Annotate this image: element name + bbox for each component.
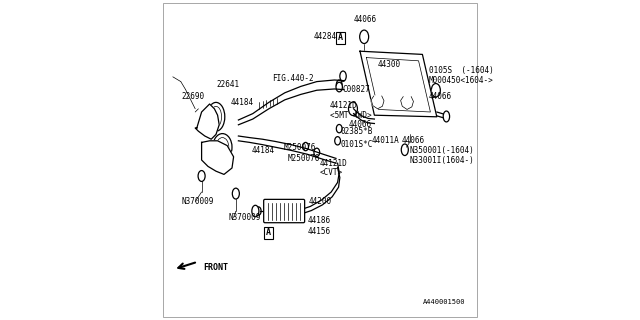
Ellipse shape — [348, 102, 357, 116]
Ellipse shape — [340, 71, 346, 81]
Ellipse shape — [431, 84, 440, 97]
Polygon shape — [360, 51, 437, 117]
Text: 02385*B: 02385*B — [340, 127, 373, 136]
Text: A: A — [339, 33, 343, 42]
Polygon shape — [195, 104, 219, 139]
Text: 44184: 44184 — [251, 146, 275, 155]
FancyBboxPatch shape — [337, 32, 346, 44]
Text: 44066: 44066 — [402, 136, 425, 145]
Text: 44184: 44184 — [230, 98, 253, 107]
Ellipse shape — [198, 171, 205, 181]
Text: FIG.440-2: FIG.440-2 — [272, 74, 314, 83]
Ellipse shape — [443, 111, 449, 122]
Text: 44066: 44066 — [349, 120, 372, 129]
Ellipse shape — [336, 82, 342, 92]
Text: 44156: 44156 — [307, 228, 330, 236]
Text: 44121D: 44121D — [320, 159, 348, 168]
Polygon shape — [366, 58, 430, 112]
FancyBboxPatch shape — [264, 199, 305, 223]
Ellipse shape — [337, 124, 342, 133]
Text: M000450<1604->: M000450<1604-> — [429, 76, 493, 84]
Text: 44011A: 44011A — [371, 136, 399, 145]
Text: 44284: 44284 — [314, 32, 337, 41]
Ellipse shape — [401, 144, 408, 156]
Text: 44121D: 44121D — [330, 101, 357, 110]
Text: 44186: 44186 — [307, 216, 330, 225]
Text: A: A — [266, 228, 271, 237]
Ellipse shape — [314, 148, 320, 156]
Text: N370009: N370009 — [182, 197, 214, 206]
FancyBboxPatch shape — [264, 227, 273, 239]
Ellipse shape — [303, 142, 308, 151]
Text: 44066: 44066 — [354, 15, 377, 24]
Ellipse shape — [337, 80, 342, 90]
Text: N33001I(1604-): N33001I(1604-) — [410, 156, 474, 164]
Text: C00827: C00827 — [342, 85, 370, 94]
Text: N350001(-1604): N350001(-1604) — [410, 146, 474, 155]
Text: 0105S  (-1604): 0105S (-1604) — [429, 66, 493, 75]
Text: M250076: M250076 — [288, 154, 321, 163]
Text: <5MT 4WD>: <5MT 4WD> — [330, 111, 371, 120]
Text: 44066: 44066 — [429, 92, 452, 100]
Ellipse shape — [207, 102, 225, 131]
Text: 0101S*C: 0101S*C — [340, 140, 373, 148]
Ellipse shape — [212, 134, 232, 161]
Text: 44300: 44300 — [378, 60, 401, 68]
Ellipse shape — [335, 137, 340, 145]
Text: A440001500: A440001500 — [422, 300, 465, 305]
Text: 44200: 44200 — [309, 197, 332, 206]
Text: 22641: 22641 — [216, 80, 239, 89]
Ellipse shape — [211, 106, 221, 127]
Text: N370009: N370009 — [229, 213, 261, 222]
Text: 22690: 22690 — [182, 92, 205, 100]
Ellipse shape — [232, 188, 239, 199]
Polygon shape — [401, 97, 413, 109]
Text: FRONT: FRONT — [204, 263, 228, 272]
Ellipse shape — [256, 207, 261, 215]
Ellipse shape — [216, 138, 229, 157]
Text: M250076: M250076 — [283, 143, 316, 152]
Ellipse shape — [408, 92, 417, 105]
Text: <CVT>: <CVT> — [320, 168, 343, 177]
Polygon shape — [371, 96, 384, 109]
Ellipse shape — [252, 205, 259, 217]
Polygon shape — [202, 141, 234, 174]
Ellipse shape — [360, 30, 369, 44]
